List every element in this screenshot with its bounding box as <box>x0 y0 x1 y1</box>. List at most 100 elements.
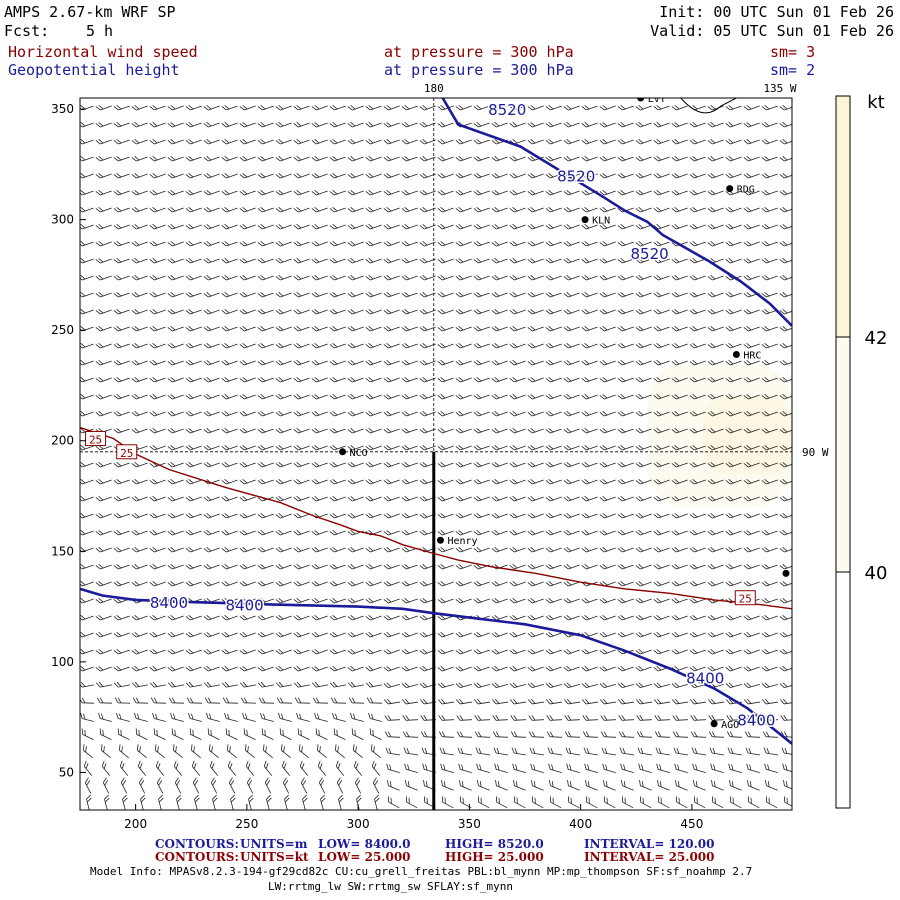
wind-barb-shaft <box>113 326 130 332</box>
wind-barb <box>473 241 490 247</box>
wind-barb <box>131 411 148 417</box>
wind-barb <box>257 377 274 383</box>
wind-barb <box>743 377 760 383</box>
wind-barb-shaft <box>113 479 130 485</box>
wind-barb-shaft <box>599 496 616 502</box>
field-1-name: Horizontal wind speed <box>8 43 198 61</box>
wind-barb <box>257 309 274 315</box>
wind-barb-shaft <box>167 462 184 468</box>
wind-barb <box>118 744 129 759</box>
wind-barb-shaft <box>473 292 490 298</box>
wind-barb <box>437 258 454 264</box>
wind-barb <box>239 326 256 332</box>
wind-barb <box>653 581 670 587</box>
wind-barb <box>189 728 202 741</box>
wind-barb-shaft <box>275 632 292 638</box>
wind-barb <box>761 105 778 111</box>
wind-barb-shaft <box>581 377 598 383</box>
wind-barb <box>509 581 526 587</box>
wind-barb-shaft <box>635 615 652 621</box>
wind-barb <box>599 615 616 621</box>
wind-barb <box>330 697 347 704</box>
wind-barb-shaft <box>140 794 146 810</box>
wind-barb <box>653 377 670 383</box>
wind-barb <box>689 513 706 519</box>
wind-barb <box>545 513 562 519</box>
wind-barb <box>153 728 166 741</box>
wind-barb-shaft <box>383 173 400 179</box>
wind-barb <box>671 496 688 502</box>
wind-barb-shaft <box>473 258 490 264</box>
wind-barb-shaft <box>329 428 346 434</box>
wind-barb-shaft <box>581 547 598 553</box>
wind-barb-shaft <box>545 615 562 621</box>
wind-barb-shaft <box>455 411 472 417</box>
wind-barb-shaft <box>257 326 274 332</box>
wind-barb <box>743 547 760 553</box>
wind-barb <box>563 530 580 536</box>
wind-barb-shaft <box>167 615 184 621</box>
wind-barb <box>419 411 436 417</box>
wind-barb-shaft <box>347 190 364 196</box>
wind-barb <box>548 763 562 773</box>
wind-barb <box>194 794 200 810</box>
station-marker <box>436 536 444 544</box>
height-contour-8520 <box>441 98 792 327</box>
wind-barb <box>280 744 291 759</box>
wind-barb-shaft <box>383 649 400 655</box>
wind-barb-shaft <box>563 309 580 315</box>
wind-barb <box>563 309 580 315</box>
wind-barb-shaft <box>167 258 184 264</box>
wind-barb <box>329 343 346 349</box>
wind-barb-shaft <box>347 377 364 383</box>
wind-barb <box>226 744 237 759</box>
wind-barb <box>725 513 742 519</box>
wind-barb <box>689 615 706 621</box>
wind-barb-shaft <box>329 445 346 451</box>
wind-barb-shaft <box>347 411 364 417</box>
wind-barb-shaft <box>509 207 526 213</box>
wind-barb <box>725 682 742 688</box>
wind-barb <box>316 744 327 759</box>
wind-barb-shaft <box>228 777 236 794</box>
wind-barb-shaft <box>185 428 202 434</box>
wind-barb-shaft <box>95 105 112 111</box>
wind-barb <box>582 731 599 738</box>
wind-barb <box>95 547 112 553</box>
height-contour-label: 8400 <box>686 669 724 687</box>
wind-barb <box>599 224 616 230</box>
wind-barb <box>689 326 706 332</box>
wind-barb <box>275 394 292 400</box>
wind-barb-shaft <box>275 615 292 621</box>
wind-barb <box>621 796 634 809</box>
wind-barb-shaft <box>563 530 580 536</box>
wind-barb <box>617 258 634 264</box>
wind-barb-shaft <box>655 747 670 756</box>
wind-barb-shaft <box>383 309 400 315</box>
wind-barb <box>401 241 418 247</box>
wind-barb-shaft <box>599 598 616 604</box>
wind-barb-shaft <box>761 564 778 570</box>
wind-barb <box>167 462 184 468</box>
wind-barb-shaft <box>293 173 310 179</box>
wind-barb <box>113 292 130 298</box>
wind-barb-shaft <box>437 564 454 570</box>
wind-barb <box>168 697 185 704</box>
wind-barb <box>617 343 634 349</box>
wind-barb-shaft <box>509 411 526 417</box>
wind-barb-shaft <box>210 777 218 794</box>
wind-barb-shaft <box>383 122 400 128</box>
wind-barb-shaft <box>185 275 202 281</box>
wind-barb <box>246 777 254 794</box>
wind-barb-shaft <box>635 666 652 672</box>
wind-barb <box>221 207 238 213</box>
wind-barb-shaft <box>671 122 688 128</box>
wind-barb <box>617 564 634 570</box>
wind-barb-shaft <box>131 547 148 553</box>
wind-barb-shaft <box>671 445 688 451</box>
wind-barb <box>601 747 616 756</box>
wind-barb <box>510 698 526 705</box>
wind-barb <box>581 394 598 400</box>
wind-barb-shaft <box>456 731 473 738</box>
